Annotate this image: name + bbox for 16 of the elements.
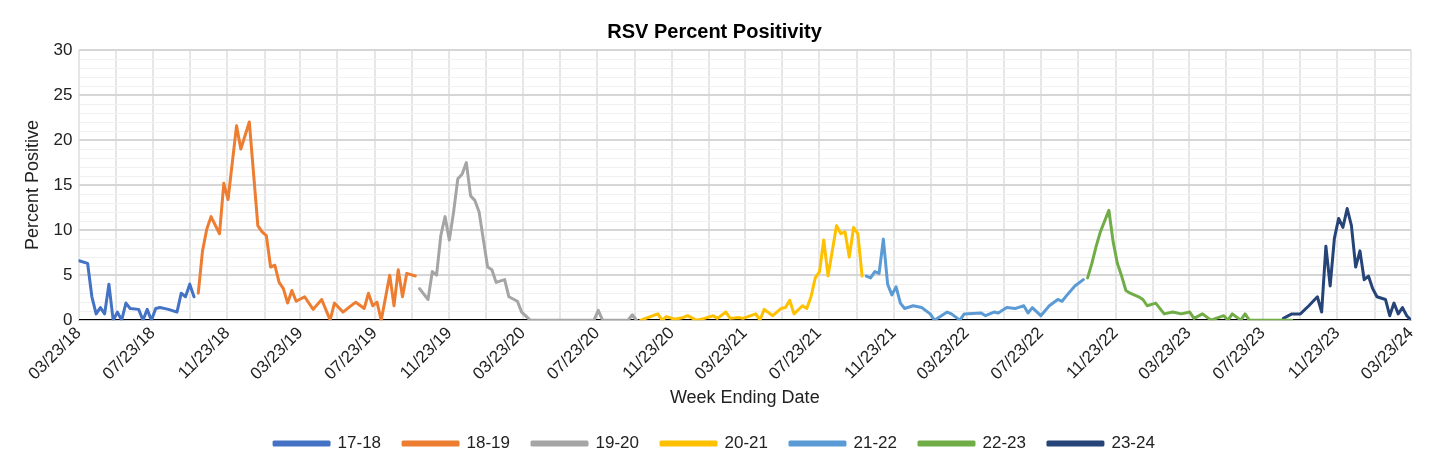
y-tick-label: 20 (53, 129, 73, 149)
legend-label: 19-20 (595, 433, 640, 453)
y-tick-label: 30 (53, 39, 73, 59)
legend-label: 20-21 (724, 433, 768, 453)
legend-label: 21-22 (853, 433, 897, 453)
y-tick-label: 5 (63, 264, 73, 284)
legend-label: 23-24 (1111, 433, 1155, 453)
x-axis-title: Week Ending Date (669, 387, 820, 408)
y-axis-title: Percent Positive (21, 120, 42, 251)
y-tick-label: 15 (53, 174, 73, 194)
y-tick-label: 10 (53, 219, 73, 239)
legend-label: 22-23 (982, 433, 1026, 453)
legend-label: 17-18 (337, 433, 382, 453)
y-tick-label: 25 (53, 84, 73, 104)
chart-title: RSV Percent Positivity (607, 19, 823, 42)
legend-label: 18-19 (466, 433, 511, 453)
